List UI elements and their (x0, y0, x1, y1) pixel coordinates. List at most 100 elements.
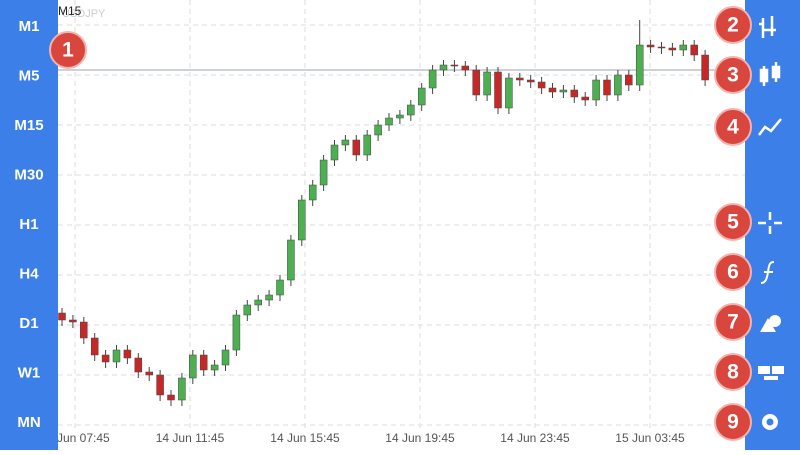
candle-body (156, 374, 164, 396)
candle-body (646, 44, 655, 48)
candle-body (265, 294, 273, 301)
candle-body (189, 354, 197, 379)
badge: 1 (49, 31, 87, 69)
candle-body (428, 69, 437, 89)
window-icon[interactable] (772, 366, 784, 374)
window-icon-base (764, 376, 778, 380)
badge-number: 7 (727, 311, 739, 334)
candle-body (69, 319, 77, 323)
candle-body (614, 74, 622, 96)
badge-circle (49, 31, 87, 69)
badge: 2 (714, 6, 752, 44)
candle-body (298, 199, 306, 241)
candle-icon (759, 68, 769, 83)
candle-body (123, 349, 132, 359)
candle-body (90, 337, 99, 356)
badge-circle (714, 203, 752, 241)
candle-body (461, 65, 470, 71)
badge: 3 (714, 56, 752, 94)
candle-body (417, 87, 426, 106)
crosshair-icon[interactable] (758, 212, 782, 234)
badge: 4 (714, 108, 752, 146)
line-chart-icon[interactable] (758, 118, 782, 136)
candle-body (407, 104, 415, 116)
settings-icon-hole (766, 418, 774, 426)
timeframe-button[interactable]: MN (17, 414, 40, 431)
candle-icon (771, 65, 781, 79)
badge-number: 1 (62, 39, 74, 62)
timeframe-bar (0, 0, 58, 450)
candle-body (363, 134, 371, 156)
candle-body (396, 114, 404, 119)
timeframe-button[interactable]: M30 (14, 166, 43, 183)
timeframe-button[interactable]: H4 (19, 265, 39, 282)
candle-body (439, 64, 448, 71)
candle-body (101, 354, 110, 363)
candle-body (592, 79, 600, 101)
candle-body (494, 71, 502, 109)
candle-body (559, 89, 568, 93)
toolbar-icons-filled (758, 315, 784, 430)
candle-body (505, 77, 513, 109)
badge-circle (714, 403, 752, 441)
badge: 8 (714, 353, 752, 391)
badge-circle (714, 56, 752, 94)
badge-circle (714, 6, 752, 44)
indicator-icon[interactable] (760, 261, 775, 284)
candle-body (254, 299, 262, 306)
candle-body (352, 139, 361, 156)
timeframe-button[interactable]: M1 (19, 18, 40, 35)
toolbar-icons (758, 16, 782, 284)
badge-number: 3 (727, 64, 739, 87)
candle-body (516, 77, 524, 81)
candle-body (603, 79, 611, 96)
timeframe-label: M15 (58, 4, 82, 18)
timeframe-button[interactable]: D1 (19, 315, 38, 332)
timeframe-button[interactable]: M5 (19, 67, 40, 84)
badge-number: 4 (727, 116, 739, 139)
x-tick-label: 14 Jun 15:45 (270, 431, 340, 445)
candle-body (450, 64, 459, 67)
x-tick-label: 15 Jun 03:45 (615, 431, 685, 445)
candle-body (178, 377, 186, 401)
candle-body (581, 96, 589, 101)
timeframe-button[interactable]: W1 (18, 364, 41, 381)
candle-body (232, 314, 241, 351)
candle-body (374, 124, 382, 136)
candle-body (80, 321, 88, 339)
candle-body (287, 239, 295, 281)
badge-circle (714, 108, 752, 146)
candle-body (167, 394, 175, 401)
x-tick-label: 14 Jun 19:45 (385, 431, 455, 445)
badge-number: 9 (727, 411, 739, 434)
candle-body (701, 54, 709, 81)
objects-icon[interactable] (760, 318, 776, 332)
timeframe-button[interactable]: H1 (19, 216, 38, 233)
candle-body (483, 71, 491, 96)
candle-body (385, 117, 393, 126)
badge-circle (714, 253, 752, 291)
candle-body (635, 44, 644, 86)
candle-body (668, 47, 677, 51)
candle-body (570, 89, 579, 98)
candle-body (537, 81, 546, 89)
symbol: USDJPY (62, 8, 106, 20)
candle-body (625, 74, 633, 86)
candle-body (330, 144, 339, 161)
candle-body (243, 304, 252, 316)
badge-number: 5 (727, 211, 739, 234)
candle-body (308, 184, 317, 201)
candle-body (58, 312, 66, 321)
x-tick-label: 14 Jun 23:45 (500, 431, 570, 445)
badge: 5 (714, 203, 752, 241)
badge-circle (714, 303, 752, 341)
x-tick-label: 14 Jun 11:45 (156, 431, 225, 445)
bar-chart-icon[interactable] (759, 16, 776, 38)
badge-number: 8 (727, 361, 739, 384)
badge-circle (714, 353, 752, 391)
candle-body (145, 371, 153, 376)
window-icon[interactable] (758, 366, 770, 374)
badge-number: 2 (727, 14, 739, 37)
timeframe-button[interactable]: M15 (14, 117, 43, 134)
candle-body (276, 279, 284, 296)
